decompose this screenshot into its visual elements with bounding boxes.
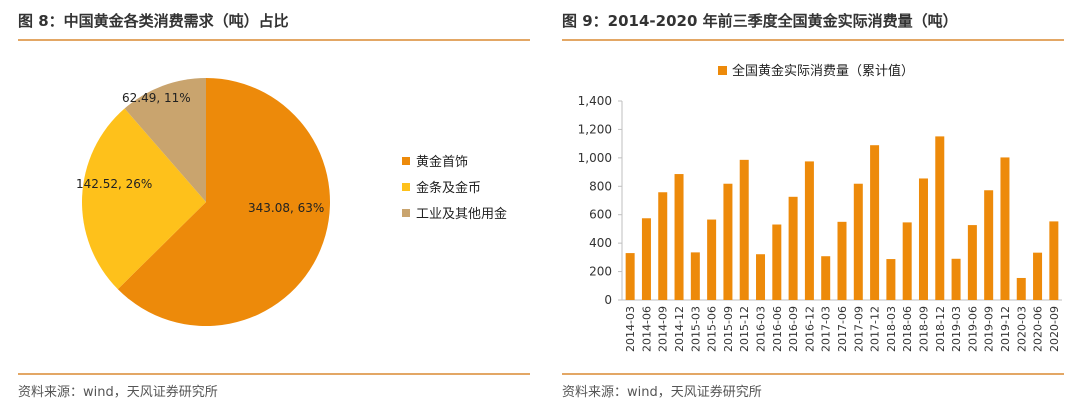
legend-label: 工业及其他用金 — [416, 206, 507, 222]
bar — [674, 174, 684, 300]
bar — [951, 258, 961, 300]
bar — [1016, 277, 1026, 300]
y-tick-label: 1,200 — [578, 122, 612, 136]
pie-source-divider — [18, 373, 530, 375]
x-tick-label: 2014-09 — [657, 306, 670, 352]
x-tick-label: 2016-12 — [803, 306, 816, 352]
bar — [870, 145, 880, 300]
x-tick-label: 2015-09 — [722, 306, 735, 352]
bar — [625, 253, 635, 300]
bar — [788, 196, 798, 300]
bar-figure-panel: 图 9：2014-2020 年前三季度全国黄金实际消费量（吨） 0 200 400 6… — [562, 0, 1064, 407]
x-tick-label: 2020-03 — [1015, 306, 1028, 352]
pie-slice-label: 62.49, 11% — [122, 91, 191, 105]
y-tick-label: 200 — [589, 265, 612, 279]
pie-title-divider — [18, 39, 530, 41]
y-tick-label: 400 — [589, 236, 612, 250]
x-tick-label: 2019-03 — [950, 306, 963, 352]
x-tick-label: 2019-12 — [999, 306, 1012, 352]
x-tick-label: 2017-06 — [836, 306, 849, 352]
x-tick-label: 2020-09 — [1048, 306, 1061, 352]
pie-slice-label: 142.52, 26% — [76, 177, 152, 191]
legend-label: 黄金首饰 — [416, 154, 468, 170]
bar — [641, 218, 651, 300]
bar — [772, 224, 782, 300]
bar-source-note: 资料来源：wind，天风证券研究所 — [562, 385, 762, 400]
legend-swatch — [402, 209, 410, 217]
x-tick-label: 2015-12 — [738, 306, 751, 352]
pie-slice — [124, 78, 206, 202]
x-tick-label: 2016-09 — [787, 306, 800, 352]
bar — [707, 219, 717, 300]
pie-figure-title: 图 8：中国黄金各类消费需求（吨）占比 — [18, 12, 289, 30]
x-tick-label: 2017-09 — [852, 306, 865, 352]
x-tick-label: 2016-06 — [771, 306, 784, 352]
pie-slice — [117, 78, 331, 327]
legend-swatch — [718, 66, 727, 75]
x-tick-label: 2014-03 — [624, 306, 637, 352]
bar — [723, 183, 733, 300]
y-tick-label: 0 — [604, 293, 612, 307]
bar — [902, 222, 912, 300]
bar — [739, 159, 749, 300]
legend-label: 金条及金币 — [416, 180, 481, 196]
bar — [821, 256, 831, 300]
bar-title-divider — [562, 39, 1064, 41]
bar — [984, 190, 994, 300]
bar — [918, 178, 928, 300]
x-tick-label: 2016-03 — [755, 306, 768, 352]
x-tick-label: 2018-12 — [934, 306, 947, 352]
bar — [886, 259, 896, 300]
x-tick-label: 2019-09 — [983, 306, 996, 352]
bar — [1000, 157, 1010, 300]
pie-slice — [82, 108, 206, 290]
bar — [837, 221, 847, 300]
x-tick-label: 2018-06 — [901, 306, 914, 352]
pie-source-note: 资料来源：wind，天风证券研究所 — [18, 385, 218, 400]
pie-figure-panel: 图 8：中国黄金各类消费需求（吨）占比 343.08, 63% 142.52, 2… — [18, 0, 530, 407]
bar — [1049, 221, 1059, 300]
y-tick-label: 1,400 — [578, 94, 612, 108]
x-tick-label: 2015-03 — [689, 306, 702, 352]
legend-swatch — [402, 183, 410, 191]
legend-swatch — [402, 157, 410, 165]
x-tick-label: 2018-09 — [917, 306, 930, 352]
bar — [804, 161, 814, 300]
pie-slice-label: 343.08, 63% — [248, 201, 324, 215]
bar — [967, 225, 977, 300]
x-tick-label: 2017-12 — [869, 306, 882, 352]
bar — [658, 192, 668, 300]
pie-chart: 343.08, 63% 142.52, 26% 62.49, 11% 黄金首饰金条及金… — [76, 78, 507, 327]
y-tick-label: 800 — [589, 179, 612, 193]
bar — [935, 136, 945, 300]
x-tick-label: 2014-12 — [673, 306, 686, 352]
x-tick-label: 2017-03 — [820, 306, 833, 352]
y-tick-label: 600 — [589, 208, 612, 222]
bar-source-divider — [562, 373, 1064, 375]
x-tick-label: 2020-06 — [1032, 306, 1045, 352]
x-tick-label: 2019-06 — [966, 306, 979, 352]
bar — [690, 252, 700, 300]
bar — [756, 254, 766, 300]
x-tick-label: 2014-06 — [640, 306, 653, 352]
y-tick-label: 1,000 — [578, 151, 612, 165]
bar-figure-title: 图 9：2014-2020 年前三季度全国黄金实际消费量（吨） — [562, 12, 958, 30]
legend-label: 全国黄金实际消费量（累计值） — [732, 63, 914, 79]
bar — [1033, 252, 1043, 300]
x-tick-label: 2015-06 — [706, 306, 719, 352]
bar — [853, 183, 863, 300]
x-tick-label: 2018-03 — [885, 306, 898, 352]
